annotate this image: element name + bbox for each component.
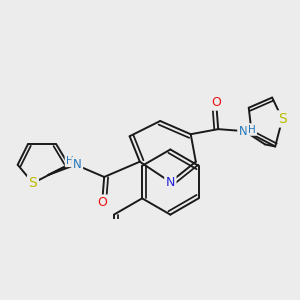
Text: H: H (248, 124, 256, 134)
Text: N: N (239, 125, 248, 138)
Text: N: N (166, 176, 175, 189)
Text: O: O (211, 96, 221, 109)
Text: H: H (66, 156, 74, 166)
Text: S: S (28, 176, 37, 190)
Text: N: N (73, 158, 82, 171)
Text: O: O (97, 196, 107, 209)
Text: S: S (278, 112, 287, 126)
